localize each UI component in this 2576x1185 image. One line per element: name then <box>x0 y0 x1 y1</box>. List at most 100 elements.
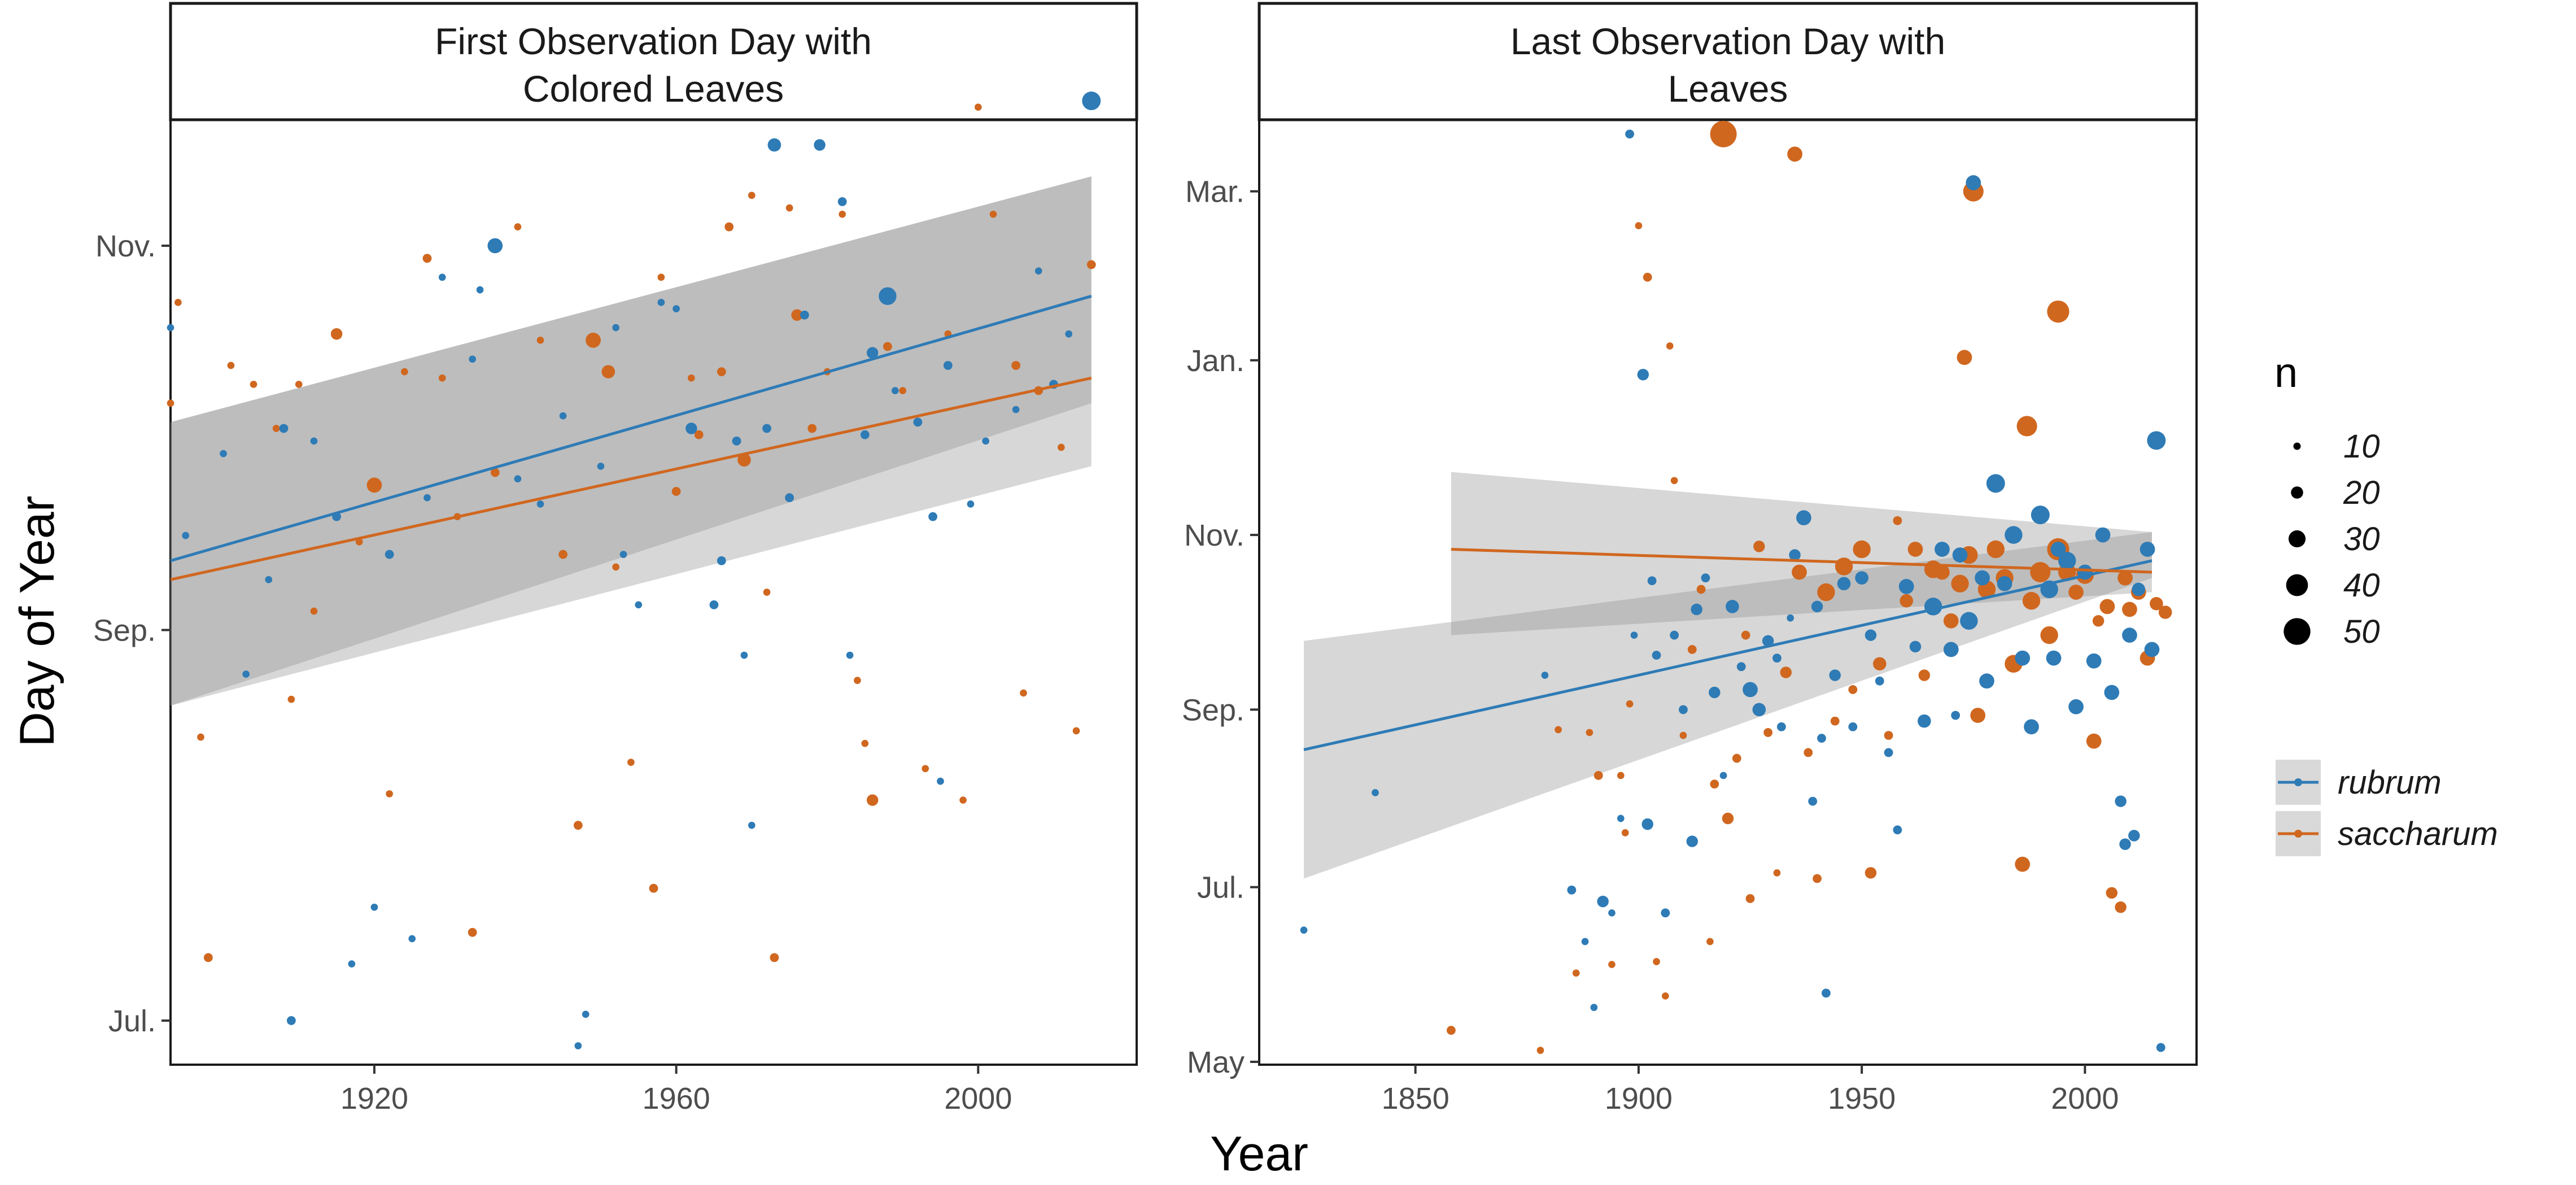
x-tick-label: 1920 <box>340 1082 408 1116</box>
point-saccharum <box>974 103 982 111</box>
point-rubrum <box>982 437 989 445</box>
point-saccharum <box>724 222 734 232</box>
point-saccharum <box>748 191 756 199</box>
point-rubrum <box>1875 676 1884 686</box>
point-saccharum <box>2022 592 2041 610</box>
point-rubrum <box>597 463 605 470</box>
point-rubrum <box>559 412 567 420</box>
point-saccharum <box>2106 887 2118 899</box>
point-saccharum <box>1572 969 1580 977</box>
panel-frame <box>1258 119 2198 1066</box>
point-rubrum <box>1837 577 1851 591</box>
point-rubrum <box>1997 576 2012 591</box>
point-saccharum <box>1722 812 1734 825</box>
point-rubrum <box>748 821 756 829</box>
point-saccharum <box>1951 574 1969 592</box>
point-saccharum <box>167 399 174 407</box>
point-saccharum <box>1787 146 1802 162</box>
point-rubrum <box>536 500 544 508</box>
point-rubrum <box>385 550 394 559</box>
point-saccharum <box>1804 748 1813 757</box>
panel-strip <box>169 2 1138 121</box>
point-rubrum <box>2132 582 2146 596</box>
point-rubrum <box>1541 672 1549 679</box>
point-rubrum <box>762 424 771 433</box>
point-rubrum <box>1811 600 1823 613</box>
legend-item-rubrum: rubrum <box>2276 760 2442 805</box>
point-rubrum <box>1300 926 1308 934</box>
point-saccharum <box>1943 613 1959 629</box>
point-saccharum <box>586 333 601 348</box>
panel-last-observation: Last Observation Day with Leaves 1850 190… <box>1182 2 2198 1116</box>
point-rubrum <box>1567 885 1577 895</box>
point-saccharum <box>1086 260 1096 269</box>
point-rubrum <box>2115 795 2127 807</box>
point-saccharum <box>1745 894 1755 903</box>
ribbon-saccharum <box>1451 472 2152 635</box>
point-saccharum <box>1555 726 1562 734</box>
point-saccharum <box>1872 657 1887 671</box>
point-rubrum <box>2031 506 2050 525</box>
size-legend-dot <box>2286 574 2308 596</box>
point-saccharum <box>785 204 793 212</box>
point-rubrum <box>1829 669 1841 681</box>
point-rubrum <box>1630 631 1638 639</box>
point-saccharum <box>203 953 213 962</box>
point-rubrum <box>767 138 781 152</box>
point-saccharum <box>1011 361 1021 370</box>
point-rubrum <box>2005 526 2023 544</box>
point-rubrum <box>891 387 899 394</box>
point-saccharum <box>558 550 567 559</box>
point-rubrum <box>673 305 680 312</box>
point-saccharum <box>1957 350 1972 365</box>
point-rubrum <box>2086 653 2102 669</box>
x-axis-title: Year <box>1210 1127 1308 1181</box>
point-rubrum <box>1034 267 1042 275</box>
size-legend-title: n <box>2274 349 2298 396</box>
ribbon-saccharum <box>171 176 1091 706</box>
point-saccharum <box>1586 729 1593 737</box>
point-rubrum <box>1918 714 1931 728</box>
point-rubrum <box>709 600 719 609</box>
point-rubrum <box>310 437 318 445</box>
point-rubrum <box>1986 474 2005 493</box>
point-saccharum <box>401 368 408 376</box>
point-saccharum <box>366 477 382 493</box>
point-saccharum <box>1447 1026 1456 1035</box>
point-saccharum <box>1621 829 1629 837</box>
point-rubrum <box>1652 651 1661 660</box>
point-rubrum <box>574 1042 582 1049</box>
panel-title-line-1: Last Observation Day with <box>1510 20 1945 62</box>
point-saccharum <box>627 759 635 766</box>
point-saccharum <box>1773 869 1781 877</box>
x-tick-label: 1900 <box>1605 1082 1673 1116</box>
point-saccharum <box>1710 779 1719 789</box>
point-saccharum <box>1986 540 2005 559</box>
point-saccharum <box>1753 541 1765 552</box>
point-saccharum <box>1900 594 1913 608</box>
point-rubrum <box>514 475 522 483</box>
size-legend-dot <box>2288 530 2306 548</box>
point-saccharum <box>791 309 803 321</box>
point-rubrum <box>1776 722 1786 731</box>
point-saccharum <box>468 927 477 937</box>
legend-label-saccharum: saccharum <box>2338 816 2498 852</box>
ribbon-rubrum <box>171 176 1091 706</box>
point-rubrum <box>1617 814 1625 822</box>
point-saccharum <box>763 589 771 596</box>
point-rubrum <box>866 347 879 359</box>
point-saccharum <box>272 425 280 432</box>
point-saccharum <box>1741 630 1750 640</box>
point-rubrum <box>1884 748 1893 757</box>
point-rubrum <box>1952 547 1968 563</box>
point-rubrum <box>814 139 826 151</box>
point-saccharum <box>687 374 695 382</box>
point-rubrum <box>2068 699 2084 715</box>
point-saccharum <box>330 328 343 340</box>
point-rubrum <box>1865 629 1877 641</box>
point-saccharum <box>601 365 615 378</box>
point-rubrum <box>1065 330 1073 338</box>
point-saccharum <box>1679 731 1687 739</box>
point-rubrum <box>1787 614 1795 622</box>
point-rubrum <box>469 355 477 363</box>
